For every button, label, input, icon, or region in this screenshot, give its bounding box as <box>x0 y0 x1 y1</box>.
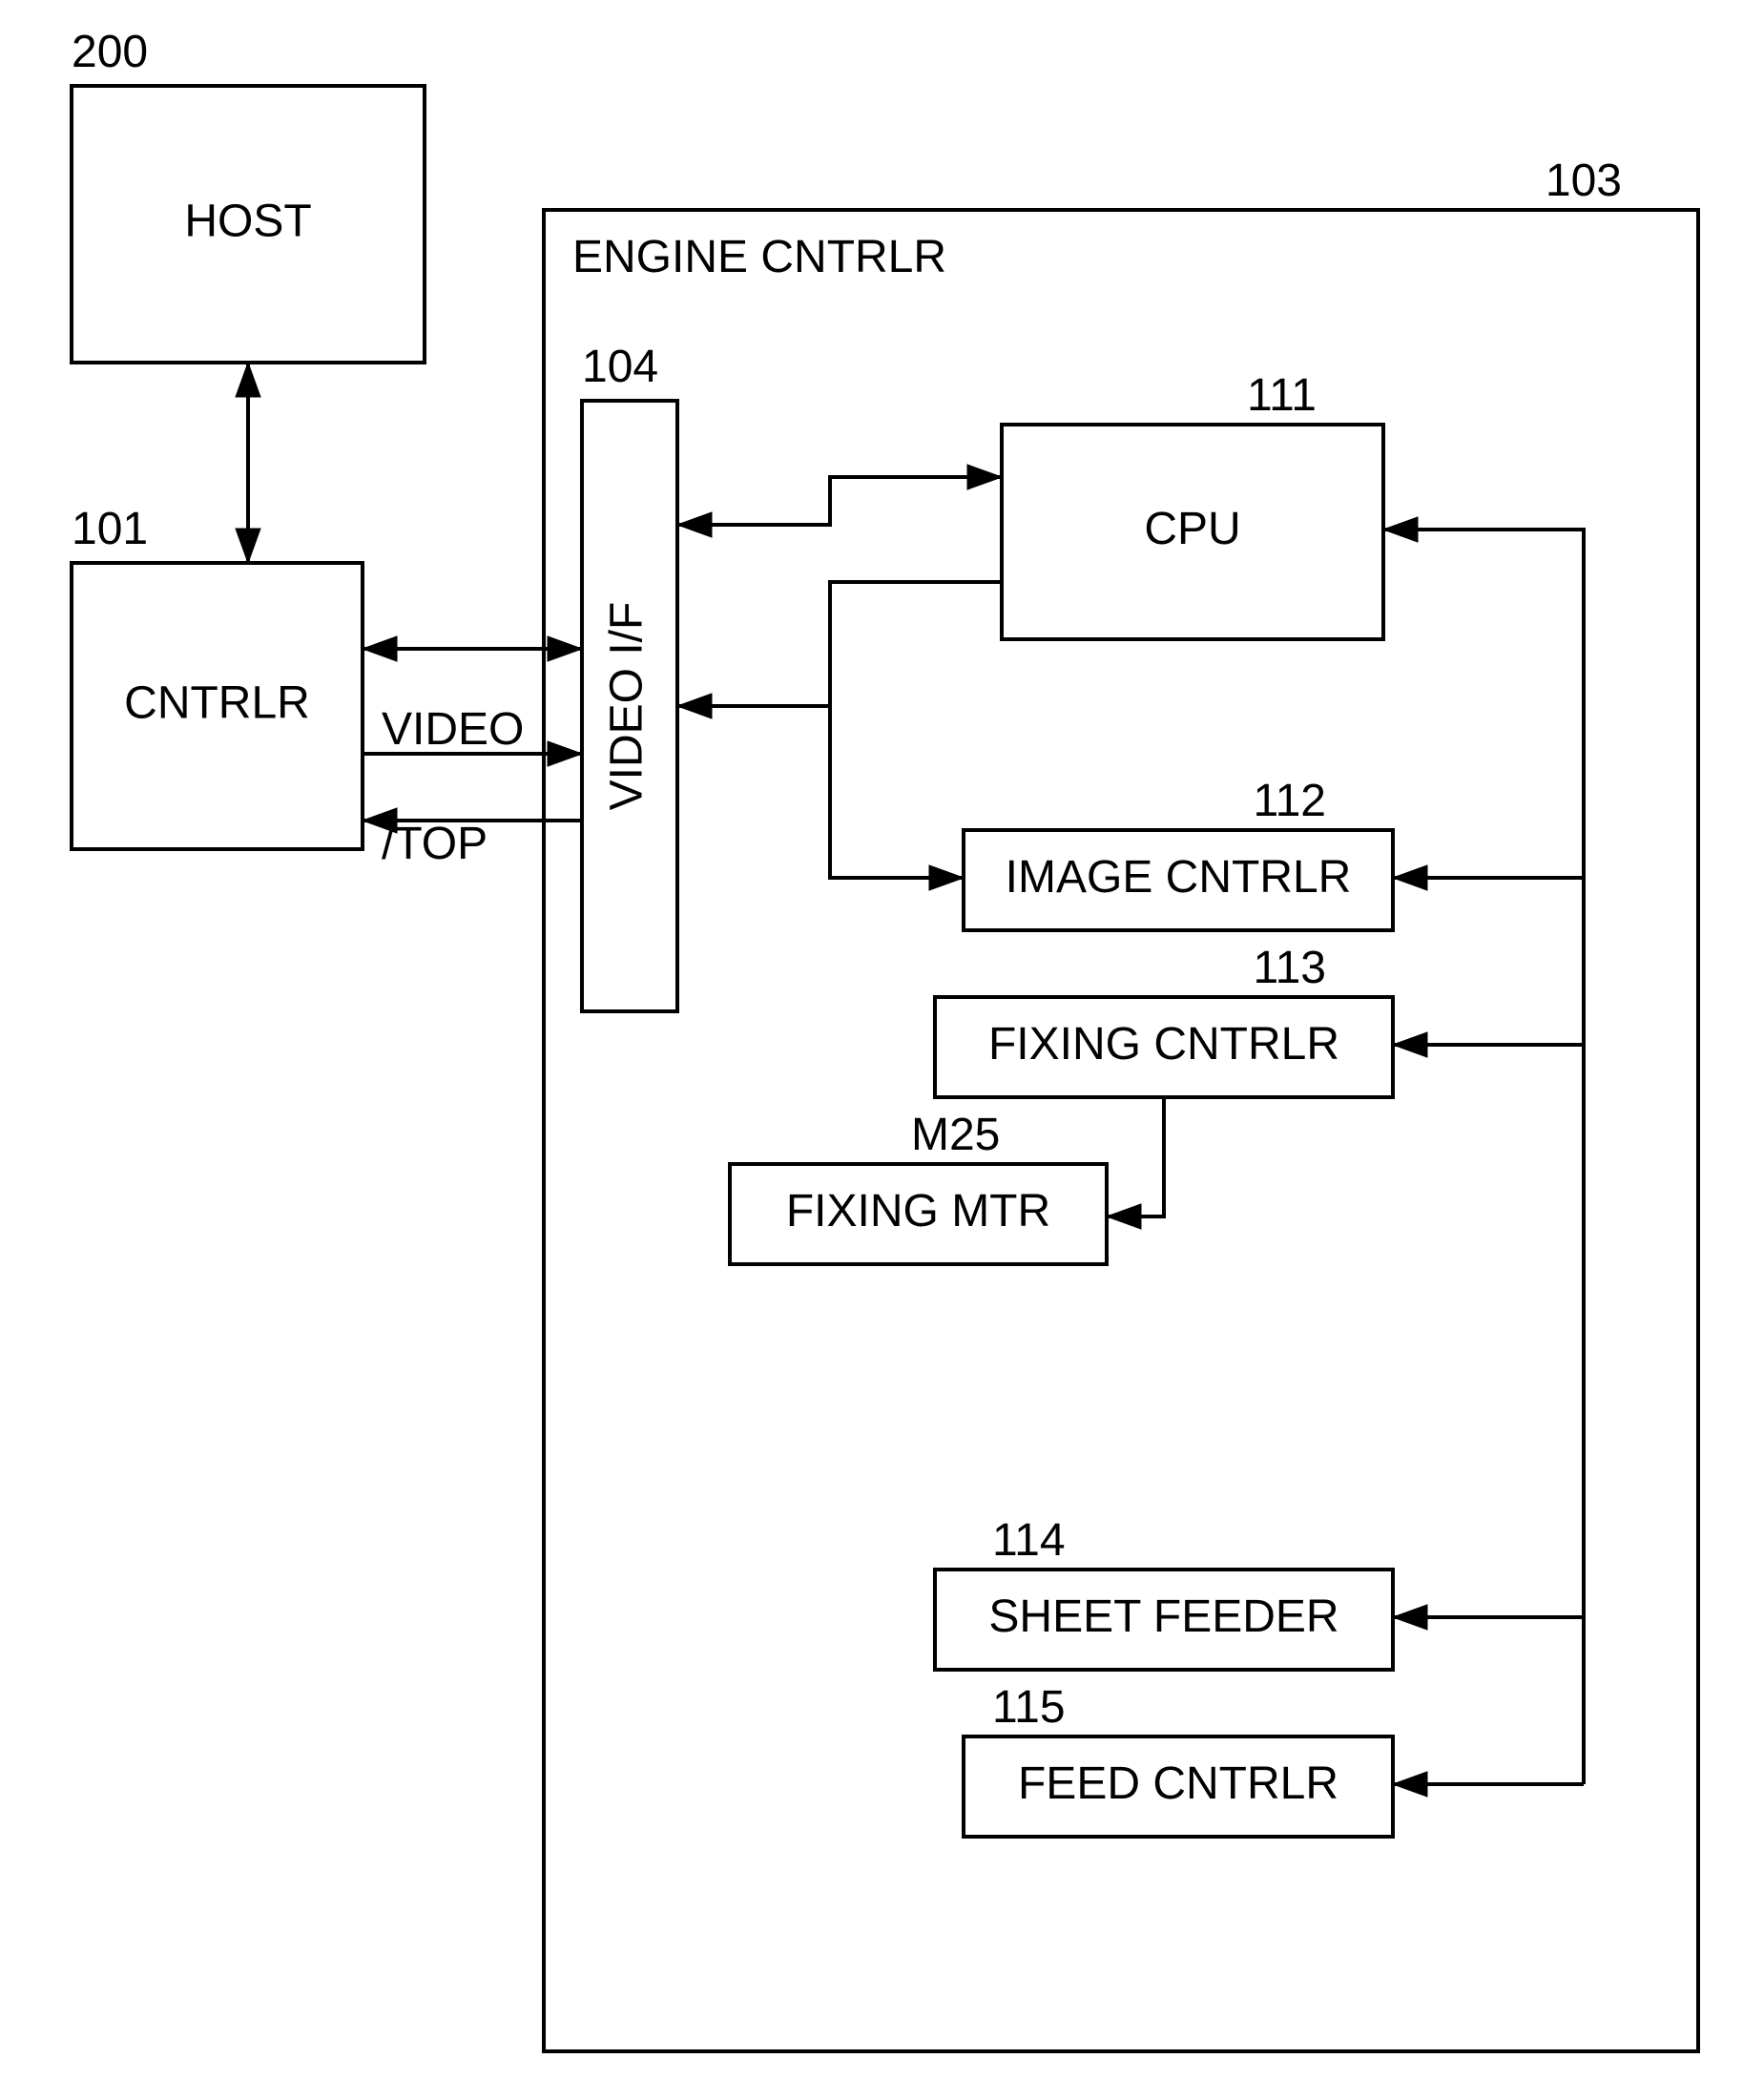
imgcntrlr-label: IMAGE CNTRLR <box>1006 852 1352 903</box>
videoif-ref: 104 <box>582 342 658 392</box>
fixmtr-ref: M25 <box>911 1110 1000 1160</box>
host-label: HOST <box>184 197 311 247</box>
sheetfeeder-ref: 114 <box>992 1515 1066 1566</box>
engine-label: ENGINE CNTRLR <box>572 232 946 282</box>
feedcntrlr-ref: 115 <box>992 1682 1066 1733</box>
fixcntrlr-label: FIXING CNTRLR <box>988 1019 1339 1070</box>
signal-label-0: VIDEO <box>382 704 524 755</box>
sheetfeeder-label: SHEET FEEDER <box>988 1591 1338 1642</box>
cntrlr-label: CNTRLR <box>124 678 310 729</box>
engine-ref: 103 <box>1546 156 1622 206</box>
signal-label-1: /TOP <box>382 819 488 869</box>
arrowhead <box>236 529 260 563</box>
arrowhead <box>236 363 260 397</box>
arrowhead <box>363 636 397 661</box>
fixcntrlr-ref: 113 <box>1253 943 1326 993</box>
cpu-ref: 111 <box>1247 370 1317 421</box>
feedcntrlr-label: FEED CNTRLR <box>1018 1758 1338 1809</box>
cntrlr-ref: 101 <box>72 504 148 554</box>
cpu-label: CPU <box>1144 504 1240 554</box>
videoif-label: VIDEO I/F <box>602 602 653 811</box>
host-ref: 200 <box>72 27 148 77</box>
fixmtr-label: FIXING MTR <box>786 1186 1050 1237</box>
imgcntrlr-ref: 112 <box>1253 776 1326 826</box>
